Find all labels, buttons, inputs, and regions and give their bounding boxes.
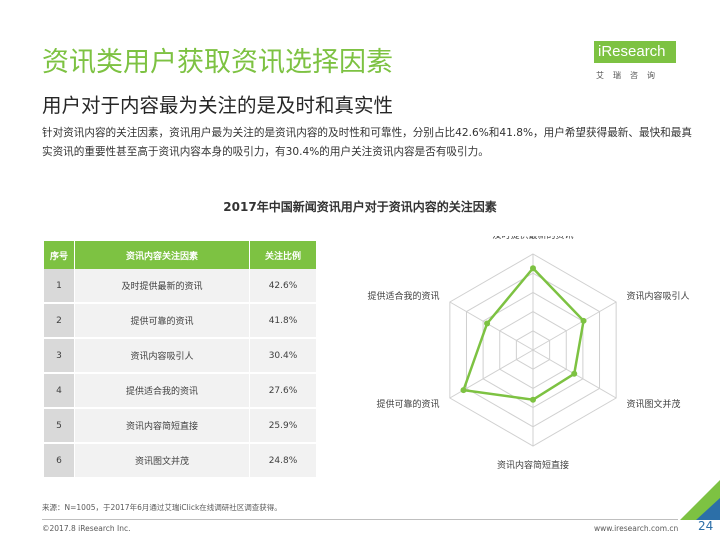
factor-table: 序号 资讯内容关注因素 关注比例 1 及时提供最新的资讯 42.6% 2 提供可… <box>44 241 316 479</box>
table-row: 6 资讯图文并茂 24.8% <box>44 443 316 479</box>
row-index: 1 <box>44 269 75 304</box>
logo-subtitle: 艾瑞咨询 <box>596 71 664 80</box>
row-factor: 资讯内容简短直接 <box>74 408 250 444</box>
logo-brand: iResearch <box>594 41 676 63</box>
chart-title: 2017年中国新闻资讯用户对于资讯内容的关注因素 <box>223 200 497 214</box>
page-subtitle: 用户对于内容最为关注的是及时和真实性 <box>42 94 394 117</box>
radar-axis-label: 提供可靠的资讯 <box>376 398 439 410</box>
row-index: 3 <box>44 338 75 374</box>
row-factor: 资讯图文并茂 <box>74 443 250 479</box>
row-index: 5 <box>44 408 75 444</box>
radar-point <box>580 317 587 324</box>
row-index: 4 <box>44 373 75 409</box>
radar-point <box>530 396 536 403</box>
radar-point <box>460 387 467 394</box>
table-row: 1 及时提供最新的资讯 42.6% <box>44 269 316 304</box>
row-factor: 资讯内容吸引人 <box>74 338 250 374</box>
radar-axis-label: 资讯图文并茂 <box>627 398 681 410</box>
row-value: 27.6% <box>249 373 316 409</box>
row-value: 41.8% <box>249 303 316 339</box>
table-row: 4 提供适合我的资讯 27.6% <box>44 373 316 409</box>
header-index: 序号 <box>44 241 75 269</box>
radar-spoke <box>532 301 617 351</box>
row-index: 2 <box>44 303 75 339</box>
page-number: 24 <box>698 519 714 533</box>
header-factor: 资讯内容关注因素 <box>74 241 250 269</box>
table-row: 3 资讯内容吸引人 30.4% <box>44 338 316 374</box>
radar-axis-label: 资讯内容简短直接 <box>497 459 569 471</box>
website: www.iresearch.com.cn <box>594 524 679 533</box>
radar-point <box>530 265 536 272</box>
footer-divider <box>42 519 678 520</box>
radar-axis-label: 资讯内容吸引人 <box>627 290 690 302</box>
table-header-row: 序号 资讯内容关注因素 关注比例 <box>44 241 316 269</box>
row-index: 6 <box>44 443 75 479</box>
row-value: 30.4% <box>249 338 316 374</box>
corner-decoration <box>680 480 720 520</box>
page-description: 针对资讯内容的关注因素，资讯用户最为关注的是资讯内容的及时性和可靠性，分别占比4… <box>42 127 692 158</box>
copyright: ©2017.8 iResearch Inc. <box>42 524 131 533</box>
table-row: 5 资讯内容简短直接 25.9% <box>44 408 316 444</box>
radar-axis-label: 提供适合我的资讯 <box>367 290 439 302</box>
radar-point <box>571 370 578 377</box>
row-factor: 提供可靠的资讯 <box>74 303 250 339</box>
table-row: 2 提供可靠的资讯 41.8% <box>44 303 316 339</box>
radar-point <box>484 320 491 327</box>
row-value: 42.6% <box>249 269 316 304</box>
row-factor: 及时提供最新的资讯 <box>74 269 250 304</box>
row-factor: 提供适合我的资讯 <box>74 373 250 409</box>
radar-axis-label: 及时提供最新的资讯 <box>492 236 573 241</box>
source-note: 来源：N=1005，于2017年6月通过艾瑞iClick在线调研社区调查获得。 <box>42 503 282 512</box>
iresearch-logo: iResearch 艾瑞咨询 <box>594 41 684 81</box>
row-value: 25.9% <box>249 408 316 444</box>
radar-spoke <box>449 301 534 351</box>
header-value: 关注比例 <box>249 241 316 269</box>
page-title: 资讯类用户获取资讯选择因素 <box>42 47 393 78</box>
row-value: 24.8% <box>249 443 316 479</box>
